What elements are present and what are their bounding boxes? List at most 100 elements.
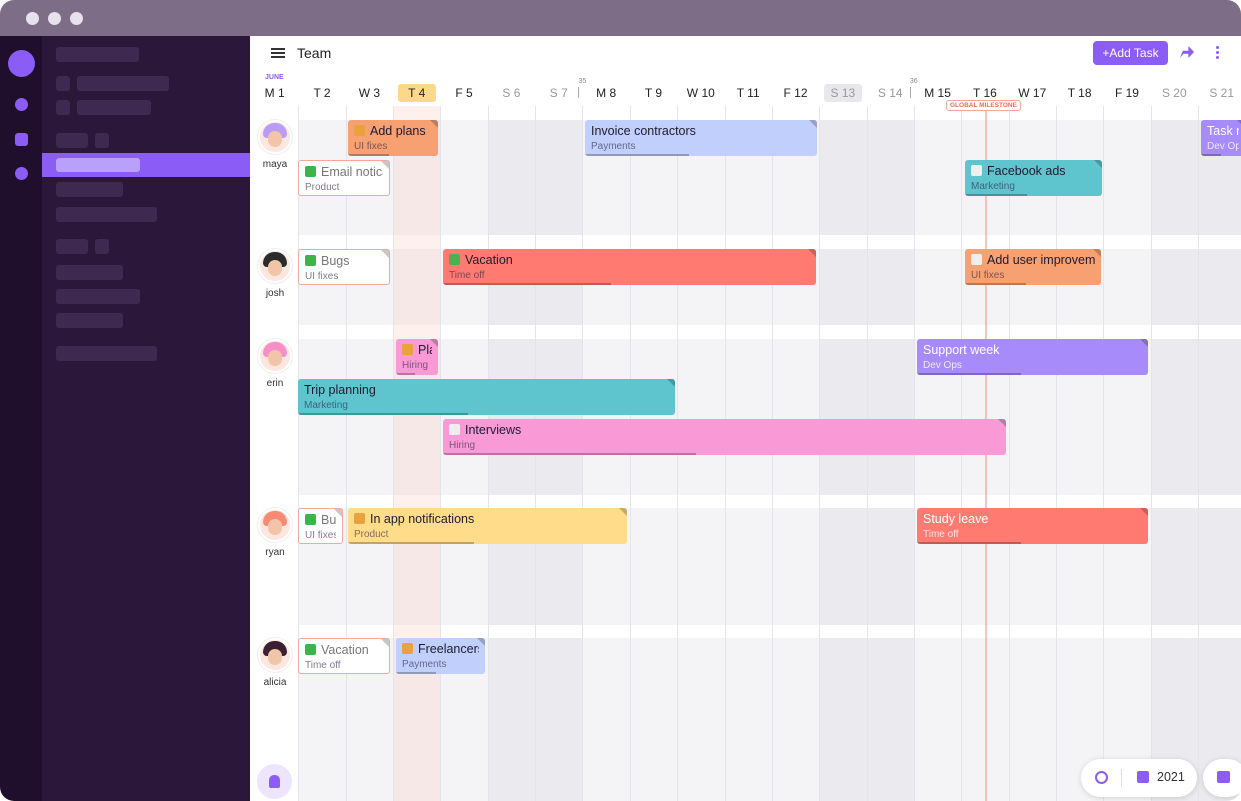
task-tag: Time off: [449, 270, 485, 281]
progress-bar: [396, 672, 437, 674]
nav-placeholder[interactable]: [56, 100, 70, 115]
weekend-column: [535, 120, 583, 235]
task-title: Vacation: [305, 643, 383, 657]
task-title: Interviews: [449, 423, 1000, 437]
help-icon[interactable]: [15, 167, 28, 180]
task-title-text: Bugs: [321, 254, 350, 268]
task-title: Vacation: [449, 253, 810, 267]
window-dot[interactable]: [70, 12, 83, 25]
person-name: alicia: [263, 677, 287, 688]
divider: [1121, 769, 1122, 787]
task-title: Pla: [402, 343, 432, 357]
progress-bar: [396, 373, 415, 375]
task-corner: [381, 639, 389, 647]
task-icon: [449, 254, 460, 265]
zoom-year-control: 2021: [1081, 759, 1197, 797]
task-tag: UI fixes: [971, 270, 1005, 281]
task-card[interactable]: Pla Hiring: [396, 339, 438, 375]
day-label: S 6: [502, 86, 521, 100]
day-label: S 14: [877, 86, 903, 100]
nav-placeholder[interactable]: [56, 47, 139, 62]
year-label[interactable]: 2021: [1157, 770, 1185, 784]
task-card[interactable]: Vacation Time off: [298, 638, 390, 674]
weekend-column: [1198, 249, 1241, 325]
people-icon[interactable]: [15, 133, 28, 146]
nav-placeholder[interactable]: [95, 239, 109, 254]
add-person-button[interactable]: [257, 764, 292, 799]
add-person-icon: [269, 775, 280, 788]
task-card[interactable]: Add user improveme UI fixes: [965, 249, 1101, 285]
task-card[interactable]: Interviews Hiring: [443, 419, 1006, 455]
nav-placeholder[interactable]: [56, 289, 140, 304]
task-card[interactable]: Trip planning Marketing: [298, 379, 675, 415]
day-label: S 21: [1209, 86, 1235, 100]
task-tag: Hiring: [402, 360, 429, 371]
task-card[interactable]: Add plans UI fixes: [348, 120, 438, 156]
zoom-icon[interactable]: [1095, 771, 1108, 784]
task-card[interactable]: Task n Dev Ops: [1201, 120, 1241, 156]
task-title-text: Task n: [1207, 124, 1239, 138]
day-label: T 4: [397, 84, 436, 102]
avatar[interactable]: [258, 249, 292, 283]
nav-placeholder[interactable]: [56, 313, 123, 328]
avatar[interactable]: [258, 339, 292, 373]
task-title: Freelancers: [402, 642, 479, 656]
day-label: T 11: [736, 86, 760, 100]
task-title-text: Trip planning: [304, 383, 376, 397]
task-card[interactable]: Support week Dev Ops: [917, 339, 1148, 375]
task-card[interactable]: Freelancers Payments: [396, 638, 485, 674]
task-card[interactable]: Invoice contractors Payments: [585, 120, 817, 156]
task-title-text: Support week: [923, 343, 1000, 357]
day-label: S 13: [823, 84, 862, 102]
task-card[interactable]: Bug UI fixes: [298, 508, 343, 544]
archive-button[interactable]: [1203, 759, 1241, 797]
task-title-text: Freelancers: [418, 642, 479, 656]
day-label: S 20: [1161, 86, 1187, 100]
window-dot[interactable]: [48, 12, 61, 25]
task-title: Facebook ads: [971, 164, 1096, 178]
weekend-column: [819, 638, 867, 801]
window-dot[interactable]: [26, 12, 39, 25]
day-label: T 18: [1067, 86, 1092, 100]
task-icon: [305, 166, 316, 177]
task-card[interactable]: Bugs UI fixes: [298, 249, 390, 285]
task-title: Email notica: [305, 165, 383, 179]
task-corner: [619, 508, 627, 516]
logo[interactable]: [8, 50, 35, 77]
task-tag: Product: [354, 529, 389, 540]
person-name: maya: [262, 159, 288, 170]
column-line: [1198, 106, 1199, 801]
avatar[interactable]: [258, 508, 292, 542]
week-divider: [909, 87, 911, 98]
task-card[interactable]: In app notifications Product: [348, 508, 627, 544]
task-card[interactable]: Study leave Time off: [917, 508, 1148, 544]
nav-placeholder[interactable]: [56, 182, 123, 197]
nav-placeholder[interactable]: [95, 133, 109, 148]
avatar-face: [268, 649, 282, 665]
milestone-label[interactable]: GLOBAL MILESTONE: [946, 100, 1021, 111]
nav-placeholder[interactable]: [56, 207, 157, 222]
nav-placeholder[interactable]: [77, 76, 169, 91]
avatar[interactable]: [258, 638, 292, 672]
task-icon: [354, 125, 365, 136]
settings-icon[interactable]: [15, 98, 28, 111]
progress-bar: [298, 413, 468, 415]
avatar[interactable]: [258, 120, 292, 154]
calendar-icon[interactable]: [1137, 771, 1149, 783]
nav-selected[interactable]: [42, 153, 250, 177]
menu-icon[interactable]: [271, 48, 285, 50]
nav-placeholder[interactable]: [56, 265, 123, 280]
nav-placeholder[interactable]: [56, 76, 70, 91]
more-icon[interactable]: [1216, 46, 1219, 49]
nav-placeholder[interactable]: [56, 346, 157, 361]
nav-placeholder[interactable]: [56, 133, 88, 148]
nav-placeholder[interactable]: [56, 239, 88, 254]
task-card[interactable]: Vacation Time off: [443, 249, 816, 285]
avatar-face: [268, 350, 282, 366]
day-label: T 16: [973, 86, 997, 100]
task-title-text: Email notica: [321, 165, 383, 179]
nav-placeholder[interactable]: [77, 100, 151, 115]
task-card[interactable]: Facebook ads Marketing: [965, 160, 1102, 196]
add-task-button[interactable]: +Add Task: [1093, 41, 1168, 65]
task-card[interactable]: Email notica Product: [298, 160, 390, 196]
